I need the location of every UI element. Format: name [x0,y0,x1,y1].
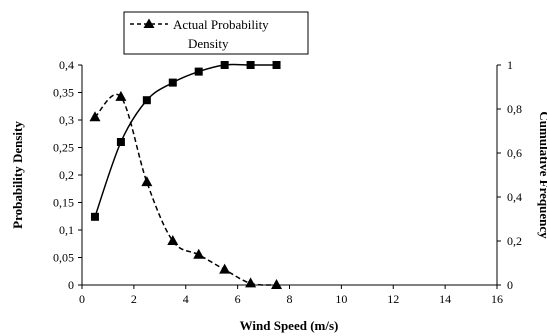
cumulative-square-point [90,212,99,221]
density-triangle-point [89,111,101,122]
x-ticks: 0 2 4 6 8 10 12 14 16 [79,285,503,306]
cumulative-square-point [194,67,203,76]
y-right-tick-label: 0,4 [507,190,522,204]
density-triangle-point [271,279,283,289]
cumulative-square-point [220,61,229,69]
y-right-axis-title: Cumulative Frequency [537,111,547,239]
x-tick-label: 10 [335,292,347,306]
y-right-tick-label: 0,6 [507,146,522,160]
y-right-tick-label: 0,2 [507,234,522,248]
cumulative-square-point [272,61,281,69]
y-left-tick-label: 0,05 [53,251,74,265]
x-tick-label: 12 [387,292,399,306]
y-left-tick-label: 0,3 [59,113,74,127]
y-left-tick-label: 0,35 [53,86,74,100]
legend-triangle-marker [143,18,155,28]
y-left-ticks: 0 0,05 0,1 0,15 0,2 0,25 0,3 0,35 0,4 [53,58,82,292]
probability-density-line [94,93,277,286]
x-tick-label: 8 [287,292,293,306]
y-right-tick-label: 0 [507,278,513,292]
x-tick-label: 4 [183,292,189,306]
legend-box [123,11,309,55]
density-triangle-point [245,277,257,288]
x-tick-label: 2 [131,292,137,306]
y-left-tick-label: 0,4 [59,58,74,72]
y-left-tick-label: 0,1 [59,223,74,237]
legend-label-line2: Density [188,36,229,51]
y-left-axis-title: Probability Density [10,121,25,229]
density-triangle-point [115,90,127,101]
y-right-ticks: 0 0,2 0,4 0,6 0,8 1 [497,58,522,292]
legend-label-line1: Actual Probability [173,17,269,32]
density-triangle-point [193,248,205,259]
cumulative-square-point [142,96,151,105]
x-tick-label: 16 [491,292,503,306]
cumulative-square-point [116,138,125,146]
x-tick-label: 14 [439,292,451,306]
density-triangle-point [219,263,231,274]
y-left-tick-label: 0,2 [59,168,74,182]
y-right-tick-label: 0,8 [507,102,522,116]
y-right-tick-label: 1 [507,58,513,72]
y-left-tick-label: 0,15 [53,196,74,210]
legend: Actual Probability Density [123,11,309,55]
series-layer [89,61,283,289]
x-tick-label: 0 [79,292,85,306]
x-axis-title: Wind Speed (m/s) [240,318,339,333]
cumulative-square-point [168,78,177,87]
density-triangle-point [141,176,153,187]
y-left-tick-label: 0 [68,278,74,292]
cumulative-square-point [246,61,255,69]
x-tick-label: 6 [235,292,241,306]
y-left-tick-label: 0,25 [53,141,74,155]
density-triangle-point [167,235,179,245]
